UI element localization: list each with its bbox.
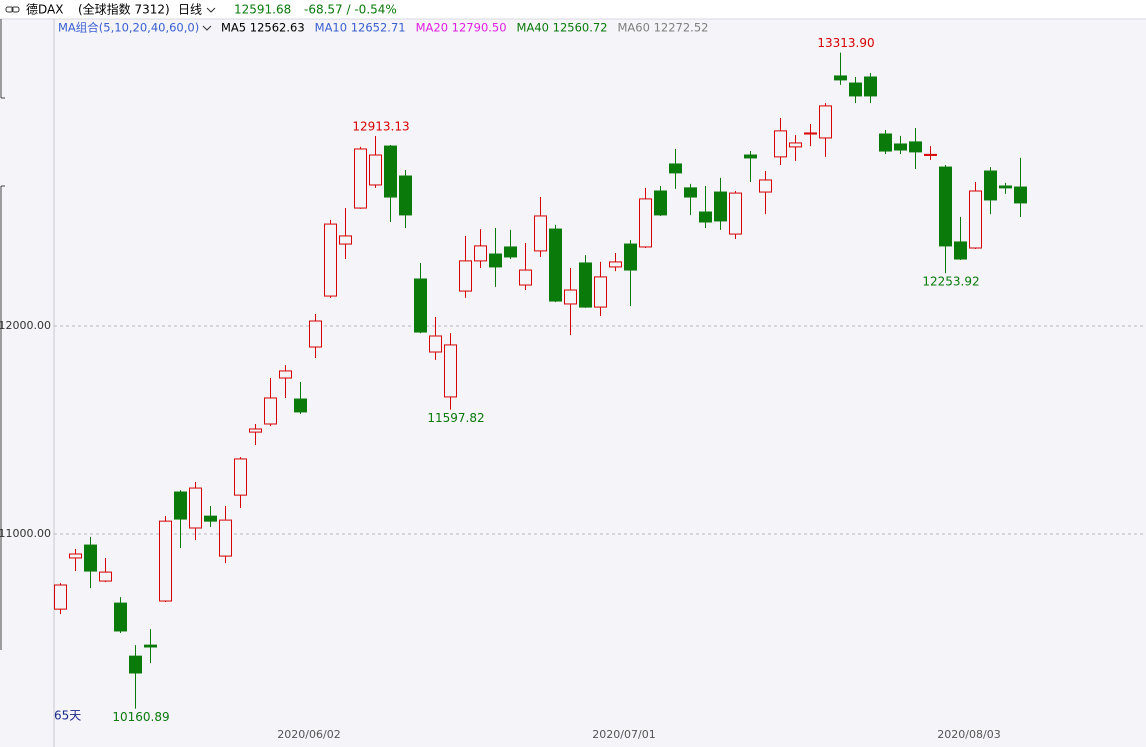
candle-body bbox=[624, 243, 637, 271]
last-price: 12591.68 bbox=[234, 3, 291, 17]
x-tick-label: 2020/06/02 bbox=[277, 728, 340, 741]
candle-body bbox=[789, 142, 802, 148]
x-tick-label: 2020/08/03 bbox=[937, 728, 1000, 741]
candle-body bbox=[699, 211, 712, 223]
candle-body bbox=[189, 487, 202, 529]
candle-body bbox=[84, 544, 97, 572]
period-selector[interactable]: 日线 bbox=[178, 3, 202, 17]
candle-body bbox=[804, 132, 817, 135]
candle-body bbox=[684, 187, 697, 198]
candle-body bbox=[264, 397, 277, 425]
instrument-name: 德DAX bbox=[26, 2, 63, 17]
candle-body bbox=[969, 190, 982, 249]
y-tick-label: 11000.00 bbox=[0, 527, 51, 540]
extreme-label: 11597.82 bbox=[427, 411, 484, 425]
candle-body bbox=[759, 179, 772, 193]
candle-body bbox=[234, 458, 247, 496]
candle-body bbox=[129, 655, 142, 674]
extreme-label: 12253.92 bbox=[922, 275, 979, 289]
candle-body bbox=[849, 82, 862, 97]
candle-body bbox=[819, 105, 832, 139]
candle-body bbox=[504, 246, 517, 258]
candle-body bbox=[594, 276, 607, 308]
extreme-label: 10160.89 bbox=[112, 710, 169, 724]
candle-body bbox=[399, 175, 412, 216]
candle-body bbox=[744, 154, 757, 159]
candle-body bbox=[309, 320, 322, 348]
candle-body bbox=[714, 191, 727, 222]
candle-body bbox=[1014, 186, 1027, 204]
extreme-label: 12913.13 bbox=[352, 120, 409, 134]
candle-body bbox=[774, 130, 787, 158]
y-tick-label: 12000.00 bbox=[0, 319, 51, 332]
market-code: (全球指数 7312) bbox=[78, 2, 170, 17]
candle-body bbox=[204, 515, 217, 522]
candle-body bbox=[294, 398, 307, 413]
candle-body bbox=[219, 519, 232, 557]
candle-body bbox=[579, 262, 592, 308]
candle-body bbox=[984, 170, 997, 201]
candle-body bbox=[354, 148, 367, 209]
price-change: -68.57 / -0.54% bbox=[304, 3, 397, 17]
ma-selector[interactable]: MA组合(5,10,20,40,60,0) bbox=[58, 21, 199, 35]
candle-body bbox=[489, 253, 502, 268]
ma-dropdown-arrow[interactable] bbox=[202, 25, 212, 31]
candle-body bbox=[369, 154, 382, 186]
candle-body bbox=[474, 245, 487, 262]
candle-body bbox=[864, 76, 877, 97]
candle-body bbox=[639, 198, 652, 248]
candle-body bbox=[339, 235, 352, 245]
candle-body bbox=[729, 192, 742, 235]
candle-body bbox=[909, 141, 922, 153]
candle-body bbox=[249, 428, 262, 433]
ma-item: MA5 12562.63 bbox=[221, 21, 305, 35]
candle-body bbox=[564, 289, 577, 305]
candle-body bbox=[954, 241, 967, 260]
candle-body bbox=[444, 344, 457, 398]
candle-body bbox=[429, 335, 442, 353]
candle-body bbox=[999, 185, 1012, 189]
ma-item: MA60 12272.52 bbox=[618, 21, 709, 35]
candle-body bbox=[924, 153, 937, 156]
candle-body bbox=[279, 370, 292, 379]
candle-body bbox=[549, 228, 562, 302]
candle-body bbox=[894, 143, 907, 151]
candle-body bbox=[609, 261, 622, 268]
x-tick-label: 2020/07/01 bbox=[592, 728, 655, 741]
candle-body bbox=[144, 644, 157, 648]
candle-body bbox=[669, 163, 682, 174]
candle-body bbox=[114, 602, 127, 632]
candle-body bbox=[459, 260, 472, 292]
candle-body bbox=[654, 190, 667, 216]
candle-body bbox=[324, 223, 337, 297]
candle-body bbox=[159, 520, 172, 602]
ma-item: MA40 12560.72 bbox=[517, 21, 608, 35]
candle-body bbox=[534, 215, 547, 252]
header-bar bbox=[0, 0, 1146, 19]
period-dropdown-arrow[interactable] bbox=[206, 7, 216, 13]
candle-body bbox=[384, 145, 397, 198]
candle-body bbox=[99, 571, 112, 582]
ma-legend: MA5 12562.63 MA10 12652.71 MA20 12790.50 MA… bbox=[221, 21, 708, 35]
candle-body bbox=[54, 584, 67, 610]
candle-body bbox=[414, 278, 427, 333]
candle-body bbox=[519, 269, 532, 286]
candle-body bbox=[69, 553, 82, 559]
link-icon bbox=[5, 6, 20, 13]
range-label: 65天 bbox=[54, 709, 81, 723]
ma-item: MA20 12790.50 bbox=[416, 21, 507, 35]
candle-body bbox=[834, 75, 847, 81]
left-edge-markers bbox=[0, 19, 5, 650]
candle-body bbox=[879, 133, 892, 152]
ma-item: MA10 12652.71 bbox=[315, 21, 406, 35]
candle-body bbox=[939, 166, 952, 247]
extreme-label: 13313.90 bbox=[817, 36, 874, 50]
candle-body bbox=[174, 491, 187, 520]
